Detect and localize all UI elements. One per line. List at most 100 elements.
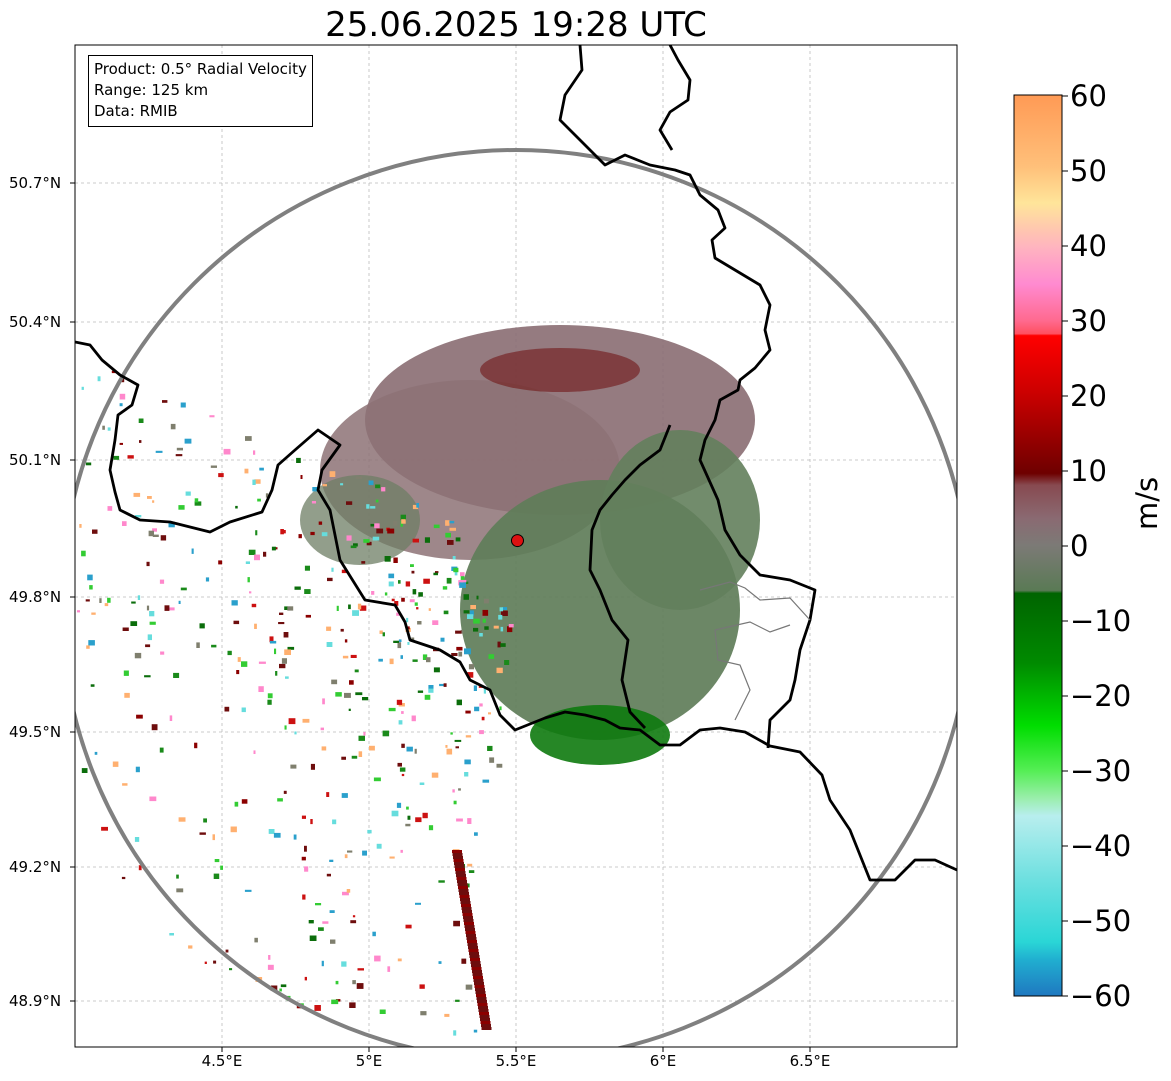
echo-speckle (375, 499, 379, 503)
echo-speckle (304, 845, 307, 852)
echo-speckle (397, 642, 402, 649)
echo-speckle (294, 731, 297, 735)
echo-speckle (326, 873, 331, 877)
echo-speckle (268, 955, 271, 960)
echo-speckle (418, 592, 423, 597)
echo-speckle (467, 672, 474, 678)
echo-speckle (465, 710, 471, 714)
echo-speckle (507, 626, 513, 633)
echo-speckle (327, 577, 333, 582)
echo-speckle (456, 818, 463, 822)
echo-speckle (497, 641, 501, 648)
echo-speckle (320, 727, 324, 731)
echo-speckle (302, 718, 310, 723)
echo-speckle (244, 889, 252, 892)
echo-speckle (400, 849, 403, 853)
echo-speckle (379, 630, 383, 634)
echo-speckle (138, 418, 144, 423)
echo-speckle (455, 537, 461, 542)
echo-speckle (287, 646, 295, 650)
echo-speckle (134, 837, 140, 842)
echo-speckle (241, 707, 246, 713)
echo-speckle (146, 605, 150, 611)
echo-speckle (104, 603, 109, 607)
echo-speckle (162, 400, 168, 403)
echo-speckle (410, 564, 414, 567)
echo-speckle (254, 937, 258, 943)
echo-speckle (379, 1009, 386, 1014)
echo-speckle (407, 626, 410, 630)
echo-speckle (376, 843, 382, 849)
echo-speckle (463, 610, 470, 614)
echo-speckle (300, 475, 303, 479)
echo-speckle (394, 601, 399, 606)
echo-speckle (407, 642, 410, 645)
echo-speckle (401, 773, 405, 777)
echo-speckle (378, 658, 383, 662)
colorbar-unit-label: m/s (1130, 470, 1164, 530)
echo-speckle (322, 484, 327, 487)
echo-speckle (318, 521, 323, 525)
echo-speckle (331, 679, 338, 685)
echo-speckle (85, 462, 92, 466)
echo-speckle (462, 910, 472, 913)
echo-speckle (467, 614, 474, 619)
echo-speckle (130, 621, 138, 626)
echo-speckle (220, 865, 223, 870)
echo-speckle (388, 707, 396, 712)
echo-speckle (107, 427, 111, 431)
echo-speckle (467, 943, 478, 946)
echo-speckle (311, 501, 316, 504)
lon-tick-label: 5°E (355, 1052, 383, 1070)
echo-speckle (457, 883, 468, 886)
echo-speckle (455, 746, 459, 749)
echo-speckle (479, 633, 483, 637)
echo-speckle (419, 782, 425, 785)
lat-tick-label: 50.4°N (9, 313, 62, 331)
echo-speckle (284, 606, 288, 610)
echo-speckle (267, 693, 273, 699)
colorbar-tick-label: −30 (1070, 754, 1132, 788)
echo-speckle (481, 1027, 492, 1030)
echo-speckle (304, 589, 311, 594)
echo-speckle (458, 788, 461, 791)
echo-speckle (152, 534, 159, 537)
echo-speckle (124, 692, 130, 698)
echo-speckle (176, 888, 184, 893)
colorbar-tick-label: −40 (1070, 829, 1132, 863)
echo-speckle (133, 492, 141, 497)
colorbar-tick-label: −50 (1070, 904, 1132, 938)
echo-speckle (341, 756, 346, 760)
echo-speckle (456, 646, 463, 651)
echo-speckle (86, 645, 90, 649)
echo-speckle (85, 599, 90, 602)
echo-speckle (393, 521, 398, 526)
echo-speckle (396, 699, 403, 705)
echo-speckle (477, 1000, 487, 1003)
echo-speckle (464, 925, 475, 928)
echo-speckle (500, 626, 504, 632)
echo-speckle (498, 614, 503, 620)
echo-speckle (269, 640, 277, 644)
echo-speckle (341, 793, 348, 798)
echo-speckle (214, 859, 220, 863)
echo-speckle (236, 670, 240, 675)
echo-speckle (305, 614, 311, 618)
echo-speckle (398, 639, 402, 642)
echo-speckle (359, 605, 367, 611)
echo-speckle (464, 648, 471, 655)
echo-speckle (304, 565, 310, 571)
echo-speckle (414, 602, 418, 606)
echo-speckle (169, 715, 173, 721)
echo-speckle (387, 528, 395, 534)
echo-speckle (178, 817, 186, 822)
echo-speckle (175, 454, 183, 457)
map-title: 25.06.2025 19:28 UTC (325, 5, 707, 45)
echo-speckle (382, 632, 385, 637)
echo-speckle (178, 600, 181, 604)
echo-speckle (393, 557, 398, 563)
echo-speckle (87, 574, 93, 581)
lat-tick-label: 48.9°N (9, 992, 62, 1010)
echo-speckle (267, 964, 274, 970)
colorbar-tick-label: 60 (1070, 79, 1107, 113)
